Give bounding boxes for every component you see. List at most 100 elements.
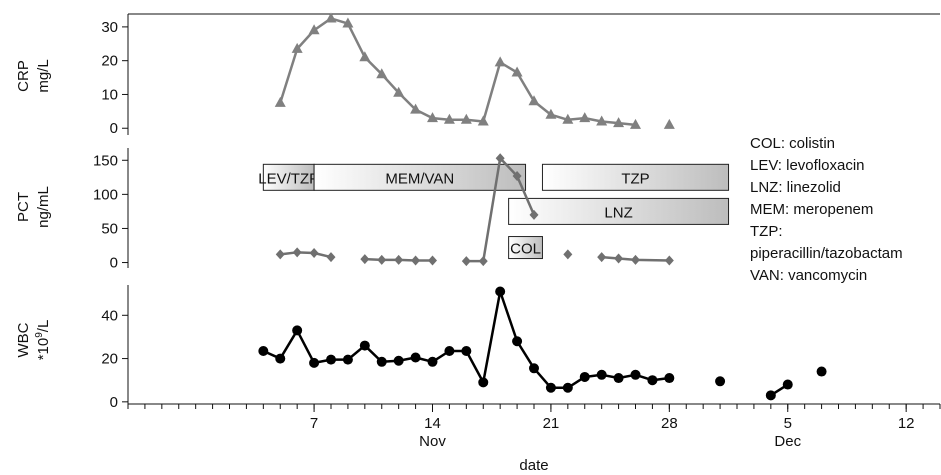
crp-data-point bbox=[528, 95, 540, 106]
crp-data-point bbox=[613, 117, 625, 128]
crp-series-line bbox=[279, 17, 636, 127]
x-axis: 7 14 21 28 5 12 Nov Dec date bbox=[127, 403, 941, 474]
pct-data-point bbox=[664, 255, 674, 266]
wbc-data-point bbox=[258, 345, 269, 356]
wbc-data-point bbox=[579, 371, 590, 382]
x-tick-label: 21 bbox=[543, 415, 560, 432]
pct-panel: PCT ng/mL 0 50 100 150 LEV/TZP MEM/VAN TZP LNZ… bbox=[15, 148, 730, 272]
wbc-data-point bbox=[410, 352, 421, 363]
antibiotic-bar-lev-tzp bbox=[262, 163, 315, 191]
crp-data-point bbox=[427, 112, 438, 123]
pct-y-tick-label: 150 bbox=[93, 152, 118, 169]
x-axis-title: date bbox=[519, 457, 548, 474]
pct-data-point bbox=[309, 248, 319, 258]
crp-y-tick-label: 0 bbox=[110, 120, 118, 137]
wbc-data-point bbox=[529, 363, 539, 374]
crp-data-point bbox=[376, 68, 388, 79]
wbc-data-point bbox=[765, 390, 776, 401]
pct-series-line bbox=[601, 255, 670, 262]
pct-ylabel-line2: ng/mL bbox=[35, 186, 52, 228]
antibiotic-bar-mem-van bbox=[313, 163, 527, 191]
crp-data-point bbox=[359, 51, 371, 62]
crp-data-point bbox=[494, 56, 506, 67]
x-month-label: Dec bbox=[774, 433, 801, 450]
x-tick-label: 14 bbox=[424, 415, 441, 432]
wbc-data-point bbox=[782, 379, 793, 390]
antibiotic-bar-label: TZP bbox=[621, 170, 649, 187]
wbc-data-point bbox=[545, 382, 556, 393]
legend-line: LNZ: linezolid bbox=[750, 179, 841, 196]
wbc-ylabel-line1: WBC bbox=[15, 322, 32, 357]
antibiotic-bar-label: LNZ bbox=[604, 204, 632, 221]
wbc-panel: WBC *109/L 0 20 40 bbox=[15, 285, 827, 411]
pct-data-point bbox=[478, 256, 488, 267]
pct-ylabel-line1: PCT bbox=[15, 192, 32, 222]
wbc-data-point bbox=[444, 345, 455, 356]
pct-data-point bbox=[461, 256, 471, 267]
pct-data-point bbox=[360, 254, 370, 265]
wbc-ylabel-sup: 9 bbox=[34, 332, 45, 338]
crp-data-point bbox=[291, 42, 303, 53]
wbc-data-point bbox=[292, 325, 303, 336]
legend-line: COL: colistin bbox=[750, 135, 835, 152]
wbc-ylabel-base: *10 bbox=[35, 338, 52, 361]
legend-line: LEV: levofloxacin bbox=[750, 157, 865, 174]
wbc-data-point bbox=[715, 376, 726, 387]
antibiotic-bar-col bbox=[508, 236, 543, 260]
crp-data-point bbox=[460, 113, 472, 124]
crp-panel: CRP mg/L 0 10 20 30 bbox=[15, 12, 940, 137]
wbc-ylabel-tail: /L bbox=[35, 320, 52, 333]
crp-data-point bbox=[274, 96, 286, 107]
wbc-data-point bbox=[613, 373, 624, 384]
wbc-data-point bbox=[376, 356, 387, 367]
crp-data-point bbox=[308, 24, 320, 35]
pct-data-point bbox=[411, 255, 421, 266]
antibiotic-bar-label: MEM/VAN bbox=[385, 170, 454, 187]
antibiotic-bar-tzp bbox=[541, 163, 730, 191]
wbc-data-point bbox=[630, 369, 641, 380]
crp-data-point bbox=[545, 108, 557, 119]
crp-data-point bbox=[477, 115, 489, 126]
wbc-data-point bbox=[427, 356, 438, 367]
pct-data-point bbox=[292, 247, 302, 258]
pct-data-point bbox=[495, 153, 505, 164]
pct-data-point bbox=[597, 252, 607, 263]
wbc-data-point bbox=[562, 382, 573, 393]
wbc-data-point bbox=[512, 336, 523, 347]
wbc-data-point bbox=[478, 377, 489, 388]
legend-line: piperacillin/tazobactam bbox=[750, 245, 903, 262]
crp-data-point bbox=[443, 113, 455, 124]
pct-y-tick-label: 0 bbox=[110, 255, 118, 272]
wbc-data-point bbox=[342, 354, 353, 365]
crp-data-point bbox=[562, 113, 574, 124]
abbreviation-legend: COL: colistin LEV: levofloxacin LNZ: linez… bbox=[750, 135, 903, 284]
crp-data-point bbox=[511, 66, 523, 77]
wbc-data-point bbox=[275, 353, 286, 364]
crp-data-point bbox=[663, 118, 675, 129]
crp-data-point bbox=[579, 112, 591, 123]
pct-y-tick-label: 50 bbox=[101, 220, 118, 237]
x-tick-label: 28 bbox=[661, 415, 678, 432]
wbc-ylabel-line2: *109/L bbox=[34, 320, 52, 361]
crp-data-point bbox=[325, 12, 337, 23]
crp-data-point bbox=[630, 118, 641, 129]
crp-y-tick-label: 20 bbox=[101, 53, 118, 70]
crp-data-point bbox=[342, 17, 354, 28]
crp-data-point bbox=[596, 115, 608, 126]
pct-data-point bbox=[428, 255, 437, 266]
pct-data-point bbox=[326, 252, 336, 263]
wbc-data-point bbox=[664, 373, 675, 384]
antibiotic-bar-label: COL bbox=[510, 241, 541, 258]
legend-line: TZP: bbox=[750, 223, 783, 240]
pct-data-point bbox=[512, 170, 522, 181]
antibiotic-bar-lnz bbox=[508, 197, 730, 225]
wbc-data-point bbox=[596, 369, 607, 380]
wbc-data-point bbox=[816, 366, 827, 377]
crp-y-tick-label: 10 bbox=[101, 86, 118, 103]
crp-data-point bbox=[410, 103, 422, 114]
wbc-data-point bbox=[495, 286, 506, 297]
wbc-data-point bbox=[326, 354, 336, 365]
crp-ylabel-line1: CRP bbox=[15, 60, 32, 92]
pct-data-point bbox=[275, 249, 285, 260]
